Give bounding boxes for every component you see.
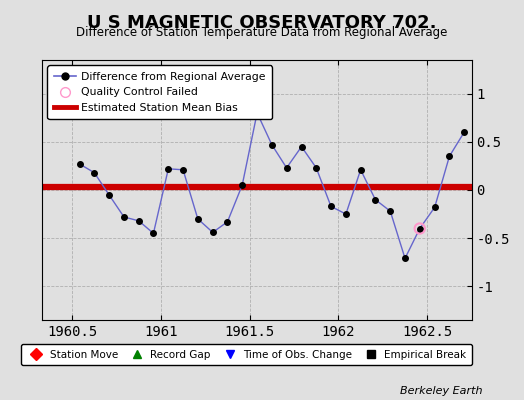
Text: U S MAGNETIC OBSERVATORY 702.: U S MAGNETIC OBSERVATORY 702.: [88, 14, 436, 32]
Text: Difference of Station Temperature Data from Regional Average: Difference of Station Temperature Data f…: [77, 26, 447, 39]
Text: Berkeley Earth: Berkeley Earth: [400, 386, 482, 396]
Legend: Station Move, Record Gap, Time of Obs. Change, Empirical Break: Station Move, Record Gap, Time of Obs. C…: [21, 344, 472, 365]
Legend: Difference from Regional Average, Quality Control Failed, Estimated Station Mean: Difference from Regional Average, Qualit…: [47, 66, 272, 119]
Point: [416, 225, 424, 232]
